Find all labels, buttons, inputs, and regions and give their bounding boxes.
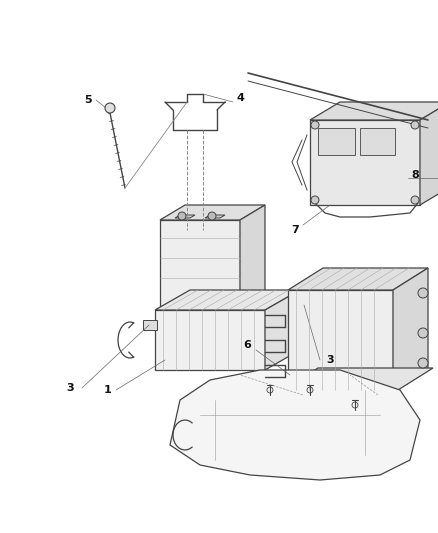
- Text: 3: 3: [66, 383, 74, 393]
- Text: 1: 1: [104, 385, 112, 395]
- Text: 6: 6: [243, 340, 251, 350]
- Polygon shape: [360, 128, 395, 155]
- Polygon shape: [160, 220, 240, 310]
- Circle shape: [311, 196, 319, 204]
- Circle shape: [418, 328, 428, 338]
- Circle shape: [411, 121, 419, 129]
- Text: 7: 7: [291, 225, 299, 235]
- Polygon shape: [310, 120, 420, 205]
- Polygon shape: [170, 370, 420, 480]
- Circle shape: [178, 212, 186, 220]
- Polygon shape: [265, 290, 300, 370]
- Polygon shape: [420, 102, 438, 205]
- Circle shape: [208, 212, 216, 220]
- Polygon shape: [155, 310, 265, 370]
- Text: 3: 3: [326, 355, 334, 365]
- Polygon shape: [298, 300, 310, 310]
- Polygon shape: [205, 215, 225, 218]
- Polygon shape: [288, 268, 428, 290]
- Circle shape: [105, 103, 115, 113]
- Polygon shape: [175, 215, 195, 218]
- Polygon shape: [283, 368, 433, 390]
- Polygon shape: [160, 205, 265, 220]
- Text: 8: 8: [411, 170, 419, 180]
- Polygon shape: [143, 320, 157, 330]
- Polygon shape: [288, 290, 393, 390]
- Circle shape: [411, 196, 419, 204]
- Text: 4: 4: [236, 93, 244, 103]
- Text: 5: 5: [84, 95, 92, 105]
- Circle shape: [311, 121, 319, 129]
- Polygon shape: [318, 128, 355, 155]
- Polygon shape: [240, 205, 265, 310]
- Polygon shape: [310, 102, 438, 120]
- Polygon shape: [155, 290, 300, 310]
- Circle shape: [418, 358, 428, 368]
- Polygon shape: [393, 268, 428, 390]
- Circle shape: [418, 288, 428, 298]
